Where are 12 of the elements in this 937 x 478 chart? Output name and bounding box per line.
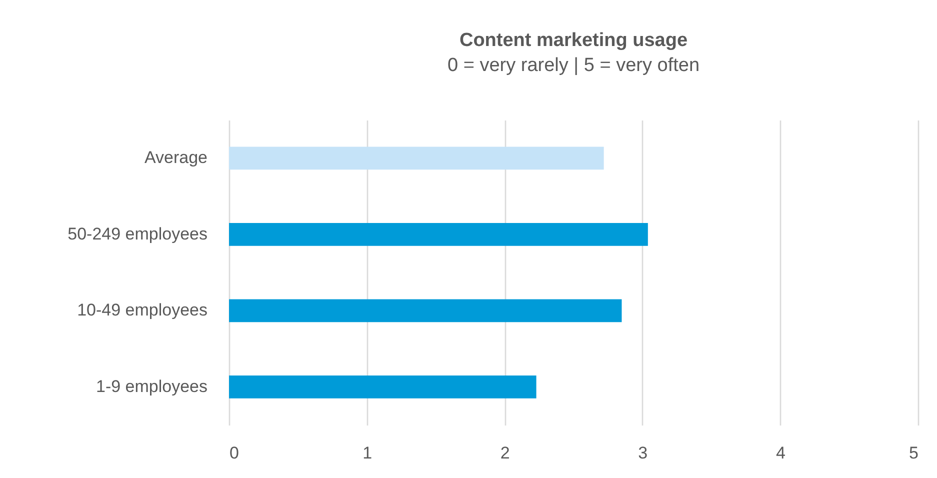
y-tick-label: 10-49 employees [77,300,208,320]
y-tick-label: 50-249 employees [68,224,208,244]
y-tick-label: Average [144,148,208,168]
x-tick-label: 4 [776,444,786,462]
chart-subtitle: 0 = very rarely | 5 = very often [447,55,700,76]
y-tick-label: 1-9 employees [96,376,208,396]
x-tick-label: 3 [638,444,648,462]
x-tick-label: 2 [500,444,510,462]
x-tick-label: 0 [230,444,239,462]
x-tick-label: 1 [362,444,372,462]
chart-title: Content marketing usage [459,30,688,51]
x-tick-label: 5 [909,444,918,462]
